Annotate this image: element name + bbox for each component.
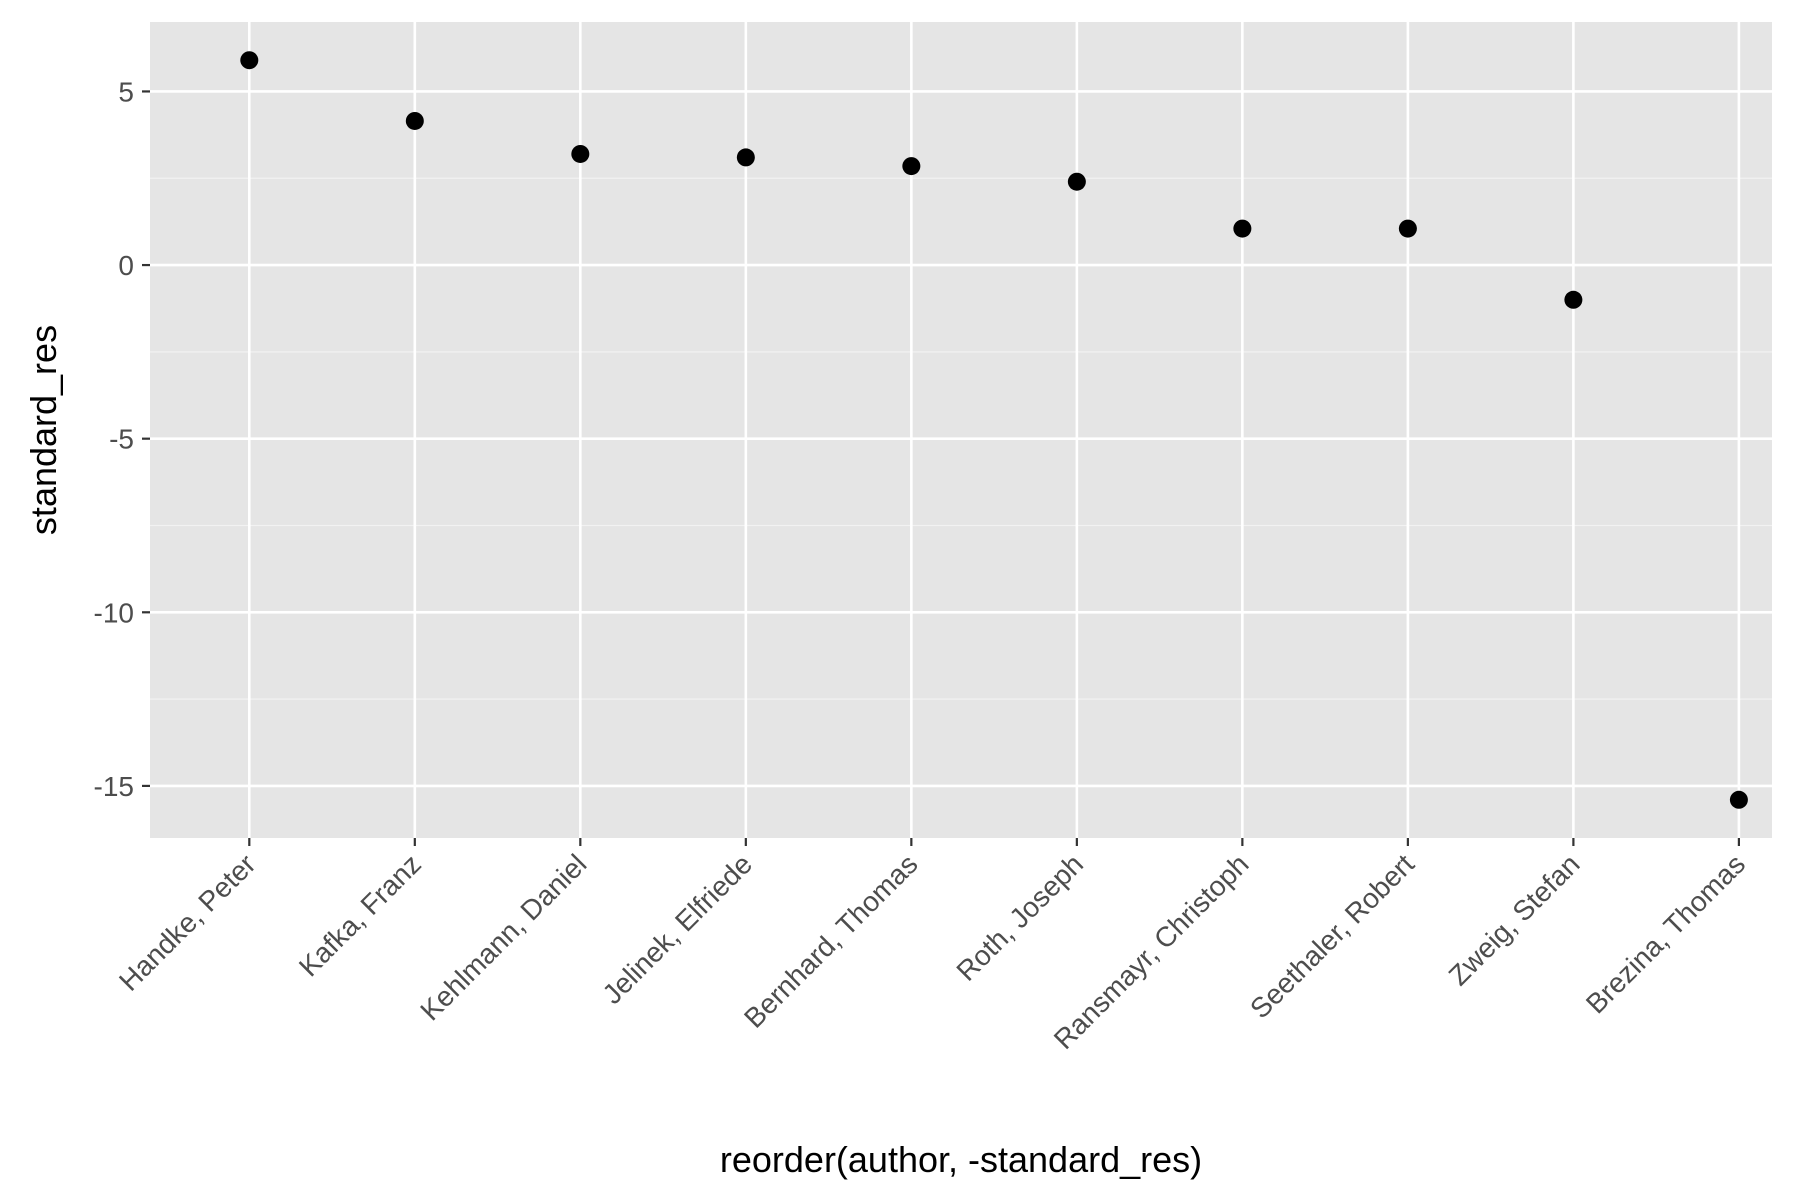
data-point <box>736 148 755 167</box>
data-point <box>571 144 590 163</box>
y-tick-label: -15 <box>94 771 134 802</box>
x-tick-label: Kehlmann, Daniel <box>414 848 592 1026</box>
y-tick-label: 0 <box>118 250 134 281</box>
y-axis-ticks: 5 0 -5 -10 -15 <box>94 76 150 802</box>
data-point <box>1564 290 1583 309</box>
x-tick-label: Kafka, Franz <box>293 848 427 982</box>
x-axis-title: reorder(author, -standard_res) <box>720 1139 1202 1180</box>
data-point <box>1729 790 1748 809</box>
y-tick-label: -10 <box>94 597 134 628</box>
data-point <box>1067 172 1086 191</box>
data-point <box>405 111 424 130</box>
data-point <box>1398 219 1417 238</box>
x-tick-label: Handke, Peter <box>113 848 261 996</box>
x-tick-label: Brezina, Thomas <box>1580 848 1751 1019</box>
data-point <box>240 51 259 70</box>
minor-gridlines <box>150 177 1772 700</box>
y-axis-title: standard_res <box>23 325 64 535</box>
y-tick-label: -5 <box>109 424 134 455</box>
plot-panel <box>150 22 1772 838</box>
y-tick-label: 5 <box>118 76 134 107</box>
data-point <box>1233 219 1252 238</box>
x-tick-label: Roth, Joseph <box>951 848 1090 987</box>
x-tick-label: Bernhard, Thomas <box>738 848 924 1034</box>
x-tick-label: Seethaler, Robert <box>1244 848 1420 1024</box>
x-tick-label: Jelinek, Elfriede <box>596 848 758 1010</box>
data-points <box>240 51 1748 809</box>
data-point <box>902 157 921 176</box>
x-tick-label: Zweig, Stefan <box>1443 848 1586 991</box>
